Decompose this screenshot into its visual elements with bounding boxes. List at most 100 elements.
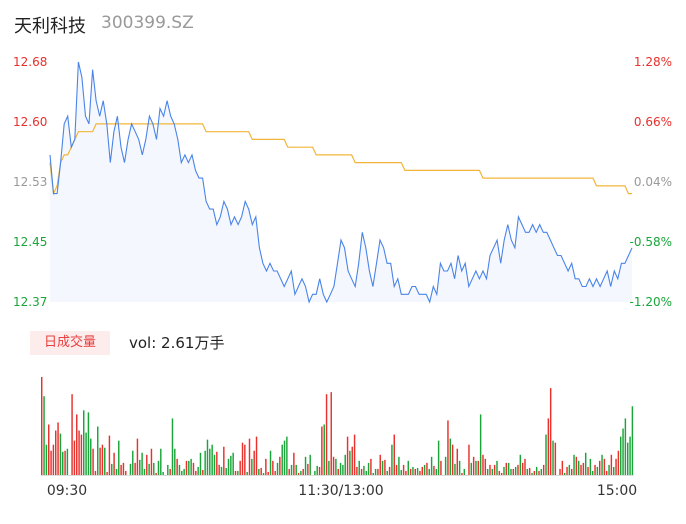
volume-bar	[290, 464, 293, 475]
volume-tab[interactable]: 日成交量	[30, 331, 110, 355]
volume-bar	[332, 456, 335, 475]
y-tick-label-right: -0.58%	[630, 235, 672, 249]
volume-bar	[318, 466, 321, 475]
volume-bar	[141, 452, 143, 475]
volume-bar	[71, 394, 73, 475]
volume-bar	[367, 462, 370, 475]
volume-bar	[157, 460, 160, 475]
volume-bar	[470, 462, 473, 475]
volume-bar	[213, 454, 216, 475]
volume-bar	[353, 434, 356, 475]
volume-bar	[309, 454, 311, 475]
volume-bar	[43, 396, 45, 475]
volume-bar	[533, 470, 536, 475]
volume-bar	[545, 434, 547, 475]
volume-bar	[115, 468, 118, 475]
volume-bar	[232, 452, 234, 475]
volume-bar	[64, 450, 66, 475]
volume-bar	[563, 472, 566, 475]
volume-bar	[419, 470, 421, 475]
volume-bar	[272, 460, 274, 475]
volume-bar	[183, 468, 185, 475]
volume-bar	[608, 464, 610, 475]
volume-bar	[596, 466, 599, 475]
volume-bar	[631, 406, 634, 475]
volume-bar	[505, 462, 508, 475]
volume-bar	[80, 434, 83, 475]
price-line	[49, 61, 633, 304]
volume-bar	[437, 440, 440, 475]
volume-bar	[276, 462, 279, 475]
volume-bar	[155, 472, 157, 475]
volume-bar	[479, 414, 482, 475]
volume-bar	[405, 470, 407, 475]
volume-bar	[45, 444, 48, 475]
volume-bar	[223, 446, 225, 475]
volume-bar	[433, 465, 435, 475]
volume-bar	[559, 468, 561, 475]
volume-bar	[629, 436, 631, 475]
volume-bar	[167, 464, 169, 475]
volume-bar	[87, 412, 90, 475]
volume-bar	[239, 460, 241, 475]
volume-bar	[463, 468, 466, 475]
volume-bar	[76, 414, 78, 475]
volume-bar	[218, 464, 220, 475]
volume-bar	[274, 470, 276, 475]
volume-bar	[125, 470, 127, 475]
volume-bar	[458, 460, 461, 475]
volume-bar	[178, 464, 181, 475]
volume-bar	[337, 468, 339, 475]
volume-bar	[174, 448, 176, 475]
volume-bar	[381, 460, 384, 475]
volume-bar	[407, 460, 409, 475]
volume-bar	[225, 467, 227, 475]
volume-bar	[451, 444, 454, 475]
volume-bar	[612, 466, 615, 475]
volume-bar	[136, 438, 139, 475]
volume-bar	[482, 454, 484, 475]
volume-bar	[584, 452, 587, 475]
volume-bar	[400, 469, 402, 475]
volume-bar	[449, 438, 452, 475]
volume-bar	[255, 436, 258, 475]
volume-bar	[461, 472, 463, 475]
volume-bar	[594, 464, 596, 475]
volume-bar	[73, 440, 76, 475]
volume-bar	[517, 464, 519, 475]
y-tick-label-right: 1.28%	[634, 55, 672, 69]
volume-bar	[610, 454, 613, 475]
volume-bar	[412, 466, 414, 475]
volume-bar	[549, 388, 552, 475]
volume-bar	[615, 458, 617, 475]
volume-bar	[104, 447, 106, 475]
volume-bar	[293, 452, 295, 475]
volume-bar	[288, 468, 290, 475]
volume-bar	[393, 434, 395, 475]
volume-bar	[176, 458, 178, 475]
volume-bar	[199, 452, 202, 475]
volume-bar	[57, 422, 59, 475]
y-tick-label-right: 0.66%	[634, 115, 672, 129]
volume-bar	[339, 462, 342, 475]
volume-bar	[286, 436, 288, 475]
volume-bar	[90, 438, 92, 475]
volume-bar	[94, 470, 97, 475]
volume-bar	[307, 463, 309, 475]
volume-bar	[85, 432, 87, 475]
volume-bar	[601, 454, 603, 475]
volume-bar	[568, 464, 571, 475]
volume-bar	[507, 462, 510, 475]
volume-bar	[575, 456, 578, 475]
volume-bar	[577, 460, 580, 475]
volume-bar	[251, 458, 253, 475]
volume-bar	[524, 458, 526, 475]
volume-bar	[589, 458, 592, 475]
volume-bar	[528, 467, 531, 475]
volume-bar	[134, 462, 136, 475]
price-chart[interactable]: 12.68 12.60 12.53 12.45 12.37 1.28% 0.66% 0.04%…	[0, 0, 686, 312]
volume-bar	[386, 470, 388, 475]
volume-bar	[297, 472, 300, 475]
y-tick-label-left: 12.68	[13, 55, 47, 69]
volume-bar	[316, 465, 318, 475]
